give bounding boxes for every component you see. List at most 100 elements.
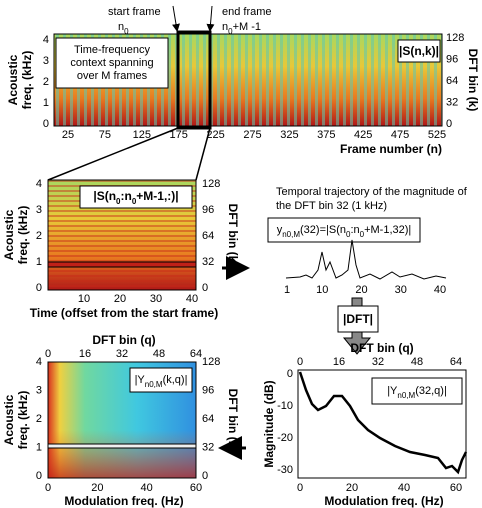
top-tick-label: 64 <box>450 356 462 368</box>
y-axis-label: Magnitude (dB) <box>262 380 276 467</box>
context-note: context spanning <box>70 57 153 69</box>
y-tick-label: 3 <box>36 204 42 216</box>
bin-32-band <box>47 443 197 449</box>
y-tick-label: 2 <box>43 76 49 88</box>
trajectory-formula: yn0,M(32)=|S(n0:n0+M-1,32)| <box>277 224 412 239</box>
x-tick-label: 40 <box>141 482 153 494</box>
x-tick-label: 60 <box>190 482 202 494</box>
x-tick-label: 175 <box>170 129 188 141</box>
y2-tick-label: 96 <box>202 204 214 216</box>
trajectory-curve <box>285 239 447 280</box>
top-axis-label: DFT bin (q) <box>350 341 413 355</box>
modulation-label: |Yn0,M(k,q)| <box>135 374 188 389</box>
end-frame-symbol-part: 0 <box>228 27 233 36</box>
y-tick-label: 2 <box>36 413 42 425</box>
top-tick-label: 48 <box>153 348 165 360</box>
end-frame-symbol: n0+M -1 <box>222 21 261 36</box>
y2-tick-label: 128 <box>202 178 220 190</box>
modulation-frame <box>47 361 197 479</box>
trajectory-formula-part: n0,M <box>282 230 300 239</box>
trajectory-formula-part: 0 <box>346 230 351 239</box>
zoom-label-part: +M-1,:)| <box>136 189 178 203</box>
bin-32-band <box>47 261 197 268</box>
y-axis-label: Acoustic <box>2 394 16 445</box>
spectrogram-label: |S(n,k)| <box>399 44 439 58</box>
x-tick-label: 20 <box>346 482 358 494</box>
start-frame-symbol: n0 <box>118 21 129 36</box>
y-tick-label: 0 <box>43 118 49 130</box>
x-axis-label: Modulation freq. (Hz) <box>324 494 443 508</box>
magnitude-curve <box>298 371 468 475</box>
modulation-low-band <box>48 430 196 478</box>
end-arrow <box>206 5 215 32</box>
y-tick-label: 4 <box>43 34 49 46</box>
end-frame-symbol-part: n <box>222 21 228 33</box>
x-tick-label: 20 <box>91 482 103 494</box>
y2-tick-label: 32 <box>202 441 214 453</box>
x-tick-label: 30 <box>150 293 162 305</box>
y2-tick-label: 64 <box>202 230 214 242</box>
context-note: over M frames <box>77 70 148 82</box>
x-tick-label: 1 <box>284 284 290 296</box>
y-axis-label: freq. (kHz) <box>20 51 34 110</box>
y2-tick-label: 0 <box>202 470 208 482</box>
y2-tick-label: 0 <box>446 118 452 130</box>
y-tick-label: 0 <box>287 368 293 380</box>
y2-tick-label: 96 <box>202 384 214 396</box>
modulation-label-box <box>129 367 193 393</box>
magnitude-label-box <box>371 377 463 405</box>
zoom-line <box>195 127 211 181</box>
y-axis-label: Acoustic <box>6 54 20 105</box>
y2-tick-label: 128 <box>202 356 220 368</box>
context-note-box <box>55 37 169 89</box>
x-tick-label: 0 <box>297 482 303 494</box>
trajectory-formula-part: y <box>277 224 283 236</box>
y-tick-label: 0 <box>36 282 42 294</box>
x-tick-label: 325 <box>280 129 298 141</box>
y2-axis-label: DFT bin (k) <box>226 389 240 452</box>
top-tick-label: 32 <box>372 356 384 368</box>
trajectory-formula-part: +M-1,32)| <box>364 224 411 236</box>
top-tick-label: 16 <box>79 348 91 360</box>
x-tick-label: 40 <box>186 293 198 305</box>
trajectory-formula-part: (32)=|S(n <box>300 224 346 236</box>
x-tick-label: 30 <box>395 284 407 296</box>
x-tick-label: 275 <box>243 129 261 141</box>
y-tick-label: 0 <box>36 470 42 482</box>
y2-tick-label: 128 <box>446 32 464 44</box>
start-frame-label: start frame <box>108 6 161 18</box>
x-axis-label: Time (offset from the start frame) <box>30 306 218 320</box>
zoom-label: |S(n0:n0+M-1,:)| <box>93 189 178 205</box>
y2-tick-label: 64 <box>202 413 214 425</box>
end-frame-label: end frame <box>222 6 272 18</box>
spectrogram-label-box <box>397 39 441 63</box>
x-tick-label: 40 <box>398 482 410 494</box>
x-tick-label: 375 <box>317 129 335 141</box>
y-tick-label: -30 <box>277 464 293 476</box>
y-axis-label: freq. (kHz) <box>16 206 30 265</box>
zoom-label-part: :n <box>121 189 132 203</box>
y-tick-label: 2 <box>36 230 42 242</box>
top-tick-label: 64 <box>190 348 202 360</box>
magnitude-label-part: (32,q)| <box>415 385 447 397</box>
x-tick-label: 10 <box>78 293 90 305</box>
top-tick-label: 0 <box>45 348 51 360</box>
x-tick-label: 225 <box>206 129 224 141</box>
start-arrow <box>172 5 180 32</box>
y2-tick-label: 32 <box>446 96 458 108</box>
top-tick-label: 16 <box>333 356 345 368</box>
x-tick-label: 20 <box>114 293 126 305</box>
y-axis-label: Acoustic <box>2 209 16 260</box>
y-tick-label: 4 <box>36 356 42 368</box>
top-tick-label: 48 <box>411 356 423 368</box>
formula-box <box>267 217 421 243</box>
top-tick-label: 0 <box>297 356 303 368</box>
dft-box <box>337 305 379 333</box>
y-tick-label: -20 <box>277 432 293 444</box>
start-frame-symbol-part: n <box>118 21 124 33</box>
magnitude-label: |Yn0,M(32,q)| <box>387 385 447 400</box>
zoom-label-box <box>79 185 193 209</box>
y-tick-label: 1 <box>43 97 49 109</box>
x-tick-label: 25 <box>62 129 74 141</box>
